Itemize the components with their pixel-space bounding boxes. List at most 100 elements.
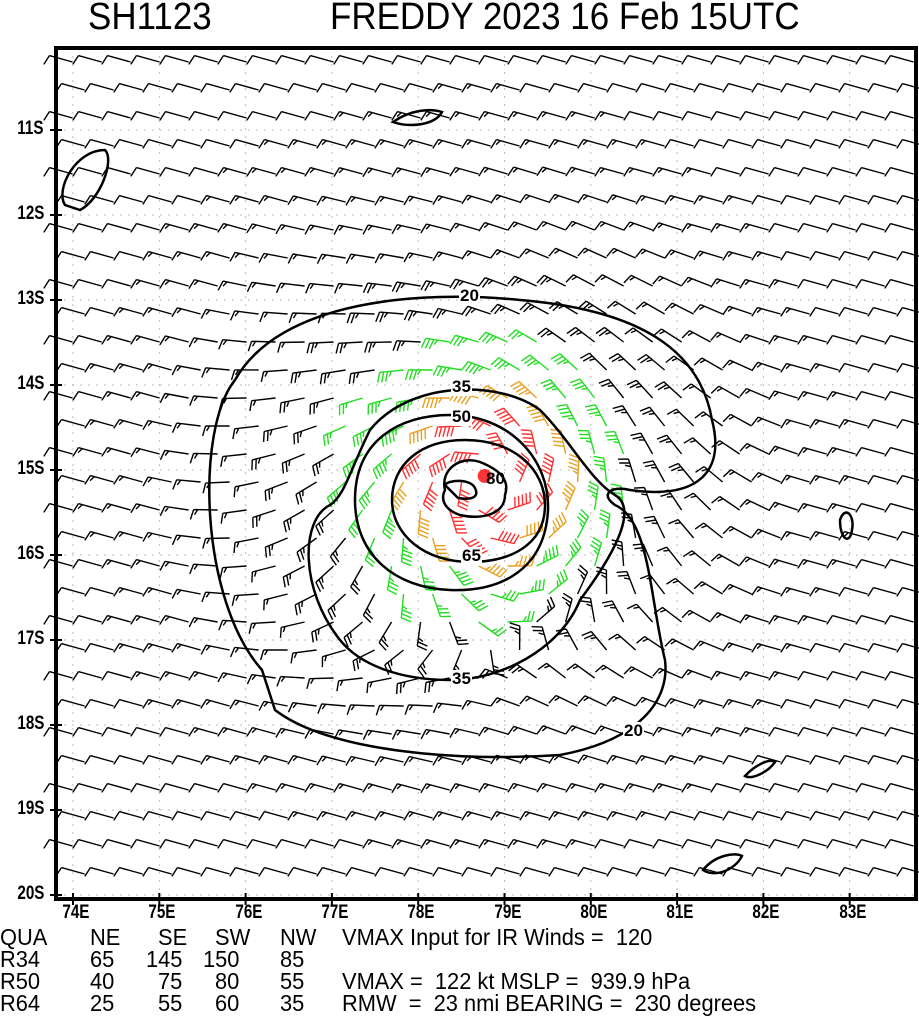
wind-barb bbox=[595, 326, 625, 343]
wind-barb bbox=[229, 194, 259, 205]
wind-barb bbox=[229, 251, 259, 262]
wind-barb bbox=[722, 469, 752, 483]
wind-barb bbox=[739, 442, 769, 455]
wind-barb bbox=[768, 166, 798, 177]
wind-barb bbox=[345, 866, 375, 877]
wind-barb bbox=[601, 600, 625, 623]
wind-barb bbox=[432, 82, 462, 93]
wind-barb bbox=[295, 481, 317, 505]
wind-barb bbox=[258, 138, 288, 149]
radius-value: 150 bbox=[203, 946, 240, 972]
wind-barb bbox=[594, 725, 624, 735]
wind-barb bbox=[695, 466, 724, 483]
axis-ticks bbox=[50, 129, 851, 905]
wind-barb bbox=[797, 334, 827, 345]
radius-value: 25 bbox=[90, 990, 115, 1016]
wind-barb bbox=[322, 425, 346, 447]
wind-barb bbox=[599, 509, 611, 539]
wind-barb bbox=[581, 630, 608, 651]
wind-barb bbox=[797, 446, 827, 457]
wind-barb bbox=[826, 278, 856, 289]
wind-barb bbox=[259, 311, 288, 323]
wind-barb bbox=[751, 528, 781, 539]
wind-barb bbox=[159, 54, 189, 65]
wind-barb bbox=[681, 110, 711, 121]
wind-barb bbox=[722, 138, 752, 149]
wind-barb bbox=[797, 222, 827, 233]
wind-barb bbox=[642, 460, 666, 483]
wind-barb bbox=[632, 543, 654, 567]
wind-barb bbox=[246, 166, 276, 177]
col-header-qua: QUA bbox=[0, 924, 48, 950]
wind-barb bbox=[630, 432, 654, 455]
wind-barb bbox=[608, 633, 637, 651]
wind-barb bbox=[305, 282, 334, 294]
wind-barb bbox=[263, 593, 288, 611]
wind-barb bbox=[420, 280, 450, 292]
wind-barb bbox=[188, 838, 218, 849]
wind-barb bbox=[654, 381, 683, 399]
y-tick-label: 18S bbox=[17, 713, 45, 734]
wind-barb bbox=[594, 274, 624, 287]
wind-barb bbox=[520, 429, 538, 455]
wind-barb bbox=[461, 305, 491, 317]
wind-barb bbox=[319, 369, 346, 385]
wind-barb bbox=[246, 782, 276, 793]
wind-barb bbox=[507, 110, 537, 121]
wind-barb bbox=[188, 110, 218, 121]
wind-barb bbox=[84, 82, 114, 93]
wind-barb bbox=[84, 866, 114, 877]
wind-barb bbox=[130, 54, 160, 65]
wind-barb bbox=[374, 756, 404, 767]
wind-barb bbox=[189, 508, 218, 520]
wind-barb bbox=[548, 138, 578, 149]
wind-barb bbox=[374, 253, 404, 264]
wind-barb bbox=[664, 138, 694, 149]
wind-barb bbox=[304, 782, 334, 793]
wind-barb bbox=[490, 303, 520, 315]
wind-barb bbox=[283, 509, 305, 533]
wind-barb bbox=[867, 194, 897, 205]
wind-barb bbox=[693, 754, 723, 765]
wind-barb bbox=[246, 54, 276, 65]
wind-barb bbox=[374, 138, 404, 149]
wind-barb bbox=[130, 670, 160, 681]
wind-barb bbox=[550, 353, 579, 371]
wind-barb bbox=[333, 54, 363, 65]
wind-barb bbox=[311, 621, 334, 643]
x-tick-label: 76E bbox=[234, 902, 263, 923]
wind-barb bbox=[130, 447, 160, 458]
wind-barb bbox=[490, 697, 520, 707]
wind-barb bbox=[624, 327, 654, 343]
wind-barb bbox=[577, 300, 607, 315]
wind-barb bbox=[421, 397, 450, 409]
wind-barb bbox=[171, 138, 201, 149]
wind-barb bbox=[768, 334, 798, 345]
wind-barb bbox=[626, 603, 654, 623]
wind-barb bbox=[55, 474, 85, 485]
wind-barb bbox=[478, 506, 508, 523]
wind-barb bbox=[780, 250, 810, 261]
wind-barb bbox=[855, 222, 885, 233]
radius-value: 60 bbox=[215, 990, 240, 1016]
wind-barb bbox=[739, 278, 769, 289]
wind-barb bbox=[884, 54, 914, 65]
wind-barb bbox=[345, 82, 375, 93]
wind-barb bbox=[548, 694, 578, 707]
wind-barb bbox=[681, 329, 711, 343]
wind-barb bbox=[142, 586, 172, 597]
wind-barb bbox=[258, 866, 288, 877]
wind-barb bbox=[768, 782, 798, 793]
wind-barb bbox=[142, 82, 172, 93]
wind-barb bbox=[751, 586, 781, 596]
wind-barb bbox=[171, 866, 201, 877]
wind-barb bbox=[722, 82, 752, 93]
wind-barb bbox=[449, 838, 479, 849]
wind-barb bbox=[739, 333, 769, 344]
wind-barb bbox=[372, 453, 393, 480]
wind-barb bbox=[142, 138, 172, 149]
wind-barb bbox=[826, 110, 856, 121]
wind-barb bbox=[633, 486, 654, 511]
wind-barb bbox=[55, 194, 85, 205]
wind-barb bbox=[188, 54, 218, 65]
